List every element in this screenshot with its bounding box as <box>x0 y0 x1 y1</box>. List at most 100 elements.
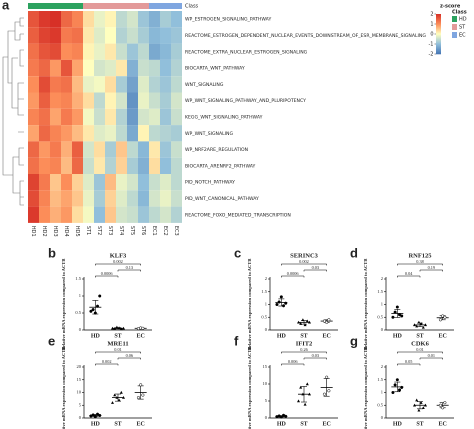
heat-cell <box>39 27 50 44</box>
data-point <box>441 314 445 318</box>
p-value: 0.006 <box>288 359 299 364</box>
heat-cell <box>127 125 138 142</box>
heat-cell <box>116 11 127 28</box>
p-value: 0.19 <box>428 265 436 270</box>
class-cell <box>116 3 127 9</box>
colorbar-step <box>436 26 441 28</box>
heat-cell <box>127 190 138 207</box>
heat-cell <box>83 108 94 126</box>
panel-label: b <box>48 245 56 260</box>
heat-cell <box>138 59 149 77</box>
p-value: 0.0006 <box>101 271 114 276</box>
heat-cell <box>50 59 61 77</box>
row-label: REACTOME_FOXO_MEDIATED_TRANSCRIPTION <box>185 212 291 218</box>
y-tick-label: 5 <box>265 398 268 403</box>
heat-cell <box>94 43 105 60</box>
y-tick-label: 15 <box>263 364 268 369</box>
data-point <box>415 324 419 328</box>
heat-cell <box>149 174 160 191</box>
data-point <box>301 392 305 396</box>
significance-bracket <box>397 263 443 266</box>
heat-cell <box>171 11 182 28</box>
x-tick-label: HD <box>91 333 101 339</box>
y-tick-label: 10 <box>77 390 82 395</box>
colorbar-step <box>436 24 441 26</box>
colorbar-step <box>436 31 441 33</box>
heat-cell <box>160 174 171 191</box>
colorbar-step <box>436 27 441 29</box>
heat-cell <box>160 43 171 60</box>
x-tick-label: EC <box>438 421 446 427</box>
heat-cell <box>127 11 138 28</box>
heat-cell <box>83 141 94 158</box>
heat-cell <box>116 59 127 77</box>
heat-cell <box>127 27 138 44</box>
heat-cell <box>83 92 94 109</box>
p-value: 0.002 <box>299 259 309 264</box>
y-tick-label: 0 <box>79 415 82 420</box>
p-value: 0.05 <box>405 359 413 364</box>
heat-cell <box>149 141 160 158</box>
heat-cell <box>83 76 94 93</box>
heat-cell <box>72 190 83 207</box>
data-point <box>397 313 402 317</box>
heat-cell <box>149 108 160 126</box>
data-point <box>397 388 402 392</box>
heat-cell <box>160 76 171 93</box>
heat-cell <box>39 92 50 109</box>
panel-title: RNF125 <box>408 252 432 259</box>
data-point <box>325 375 329 379</box>
heat-cell <box>83 206 94 223</box>
significance-bracket <box>397 275 421 278</box>
heat-cell <box>94 76 105 93</box>
y-tick-label: 0 <box>265 327 268 332</box>
data-point <box>391 390 395 395</box>
colorbar-step <box>436 25 441 27</box>
y-tick-label: 20 <box>77 364 82 369</box>
data-point <box>95 304 100 308</box>
data-point <box>141 393 145 397</box>
heat-cell <box>28 157 39 174</box>
colorbar-step <box>436 35 441 37</box>
heat-cell <box>149 92 160 109</box>
heat-cell <box>171 43 182 60</box>
class-cell <box>94 3 105 9</box>
data-point <box>275 302 279 307</box>
data-point <box>395 305 399 309</box>
colorbar-step <box>436 28 441 30</box>
heat-cell <box>28 92 39 109</box>
data-point <box>91 308 95 312</box>
heat-cell <box>72 43 83 60</box>
column-label: ST6 <box>140 226 146 235</box>
heat-cell <box>50 108 61 126</box>
y-tick-label: 1 <box>381 302 383 307</box>
heat-cell <box>160 206 171 223</box>
heat-cell <box>105 11 116 28</box>
significance-bracket <box>303 269 327 272</box>
class-cell <box>160 3 171 9</box>
heat-cell <box>127 43 138 60</box>
x-tick-label: HD <box>277 421 287 427</box>
significance-bracket <box>397 363 421 366</box>
colorbar-step <box>436 50 441 52</box>
y-tick-label: 0.5 <box>377 314 383 319</box>
colorbar-step <box>436 38 441 40</box>
heat-cell <box>83 157 94 174</box>
colorbar-step <box>436 20 441 22</box>
row-label: PID_WNT_CANONICAL_PATHWAY <box>185 196 259 202</box>
heat-cell <box>39 174 50 191</box>
colorbar-tick-label: 0 <box>430 32 433 38</box>
column-label: HD5 <box>74 226 80 237</box>
data-point <box>325 320 329 324</box>
data-point <box>141 326 145 330</box>
class-legend-label: HD <box>459 17 467 23</box>
colorbar-step <box>436 19 441 21</box>
column-label: EC3 <box>173 226 179 236</box>
heat-cell <box>116 76 127 93</box>
colorbar-tick-label: 1 <box>430 22 433 28</box>
class-cell <box>149 3 160 9</box>
panel-label: a <box>2 0 10 12</box>
heat-cell <box>127 206 138 223</box>
heat-cell <box>138 174 149 191</box>
